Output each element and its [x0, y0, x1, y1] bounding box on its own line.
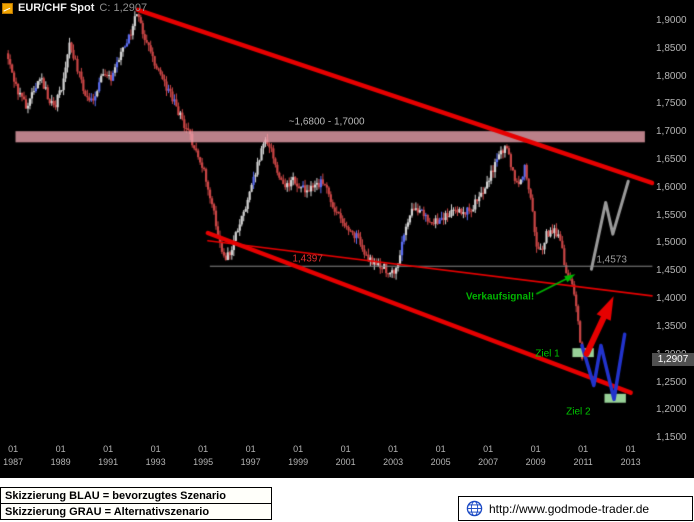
- y-tick-label: 1,3500: [656, 320, 687, 332]
- level-4397-label: 1,4397: [292, 253, 323, 265]
- y-tick-label: 1,8000: [656, 70, 687, 82]
- x-tick-year-label: 2003: [383, 457, 404, 467]
- x-tick-month-label: 01: [55, 444, 66, 454]
- y-tick-label: 1,5500: [656, 209, 687, 221]
- x-tick-month-label: 01: [340, 444, 351, 454]
- website-box: http://www.godmode-trader.de: [458, 496, 693, 521]
- x-tick-year-label: 2013: [620, 457, 641, 467]
- x-tick-month-label: 01: [198, 444, 209, 454]
- chart-area: EUR/CHF Spot C: 1,2907 ~1,6800 - 1,7000 …: [0, 0, 694, 478]
- y-tick-label: 1,9000: [656, 14, 687, 26]
- y-tick-label: 1,2500: [656, 376, 687, 388]
- x-tick-month-label: 01: [625, 444, 636, 454]
- x-tick-year-label: 1993: [145, 457, 166, 467]
- x-tick-month-label: 01: [483, 444, 494, 454]
- y-tick-label: 1,2000: [656, 404, 687, 416]
- y-tick-label: 1,1500: [656, 432, 687, 444]
- x-tick-month-label: 01: [530, 444, 541, 454]
- y-tick-label: 1,7500: [656, 98, 687, 110]
- x-tick-year-label: 1995: [193, 457, 214, 467]
- x-tick-month-label: 01: [293, 444, 304, 454]
- x-tick-month-label: 01: [150, 444, 161, 454]
- y-tick-label: 1,5000: [656, 237, 687, 249]
- legend-blue-scenario: Skizzierung BLAU = bevorzugtes Szenario: [0, 487, 272, 504]
- scenario-legend: Skizzierung BLAU = bevorzugtes Szenario …: [0, 487, 272, 520]
- target-2-label: Ziel 2: [566, 406, 591, 418]
- x-tick-year-label: 2001: [335, 457, 356, 467]
- x-tick-month-label: 01: [388, 444, 399, 454]
- level-4573-label: 1,4573: [596, 254, 627, 266]
- y-tick-label: 1,6000: [656, 181, 687, 193]
- sell-signal-label: Verkaufsignal!: [465, 291, 535, 303]
- x-tick-month-label: 01: [103, 444, 114, 454]
- x-tick-year-label: 2005: [430, 457, 451, 467]
- y-tick-label: 1,8500: [656, 42, 687, 54]
- target-1-label: Ziel 1: [535, 348, 560, 360]
- title-bar: EUR/CHF Spot C: 1,2907: [2, 1, 147, 15]
- current-price-badge: 1,2907: [652, 352, 694, 366]
- x-tick-year-label: 1999: [288, 457, 309, 467]
- x-tick-year-label: 2007: [478, 457, 499, 467]
- x-tick-year-label: 1987: [3, 457, 24, 467]
- y-tick-label: 1,4000: [656, 293, 687, 305]
- legend-gray-scenario: Skizzierung GRAU = Alternativszenario: [0, 503, 272, 520]
- y-tick-label: 1,6500: [656, 154, 687, 165]
- app-icon: [2, 2, 13, 14]
- x-tick-year-label: 1997: [240, 457, 261, 467]
- y-tick-label: 1,4500: [656, 265, 687, 277]
- x-tick-month-label: 01: [435, 444, 446, 454]
- footer: Skizzierung BLAU = bevorzugtes Szenario …: [0, 478, 694, 522]
- x-tick-month-label: 01: [8, 444, 19, 454]
- x-tick-month-label: 01: [578, 444, 589, 454]
- x-tick-year-label: 2011: [573, 457, 593, 467]
- x-tick-year-label: 1991: [98, 457, 119, 467]
- symbol-label: EUR/CHF Spot: [18, 2, 95, 14]
- x-tick-month-label: 01: [245, 444, 256, 454]
- website-url: http://www.godmode-trader.de: [489, 501, 650, 516]
- x-tick-year-label: 2009: [525, 457, 546, 467]
- globe-icon: [466, 500, 483, 517]
- last-quote-label: C: 1,2907: [99, 2, 148, 14]
- price-canvas[interactable]: [0, 0, 694, 478]
- x-tick-year-label: 1989: [50, 457, 71, 467]
- resistance-zone-label: ~1,6800 - 1,7000: [288, 116, 365, 128]
- y-tick-label: 1,7000: [656, 126, 687, 138]
